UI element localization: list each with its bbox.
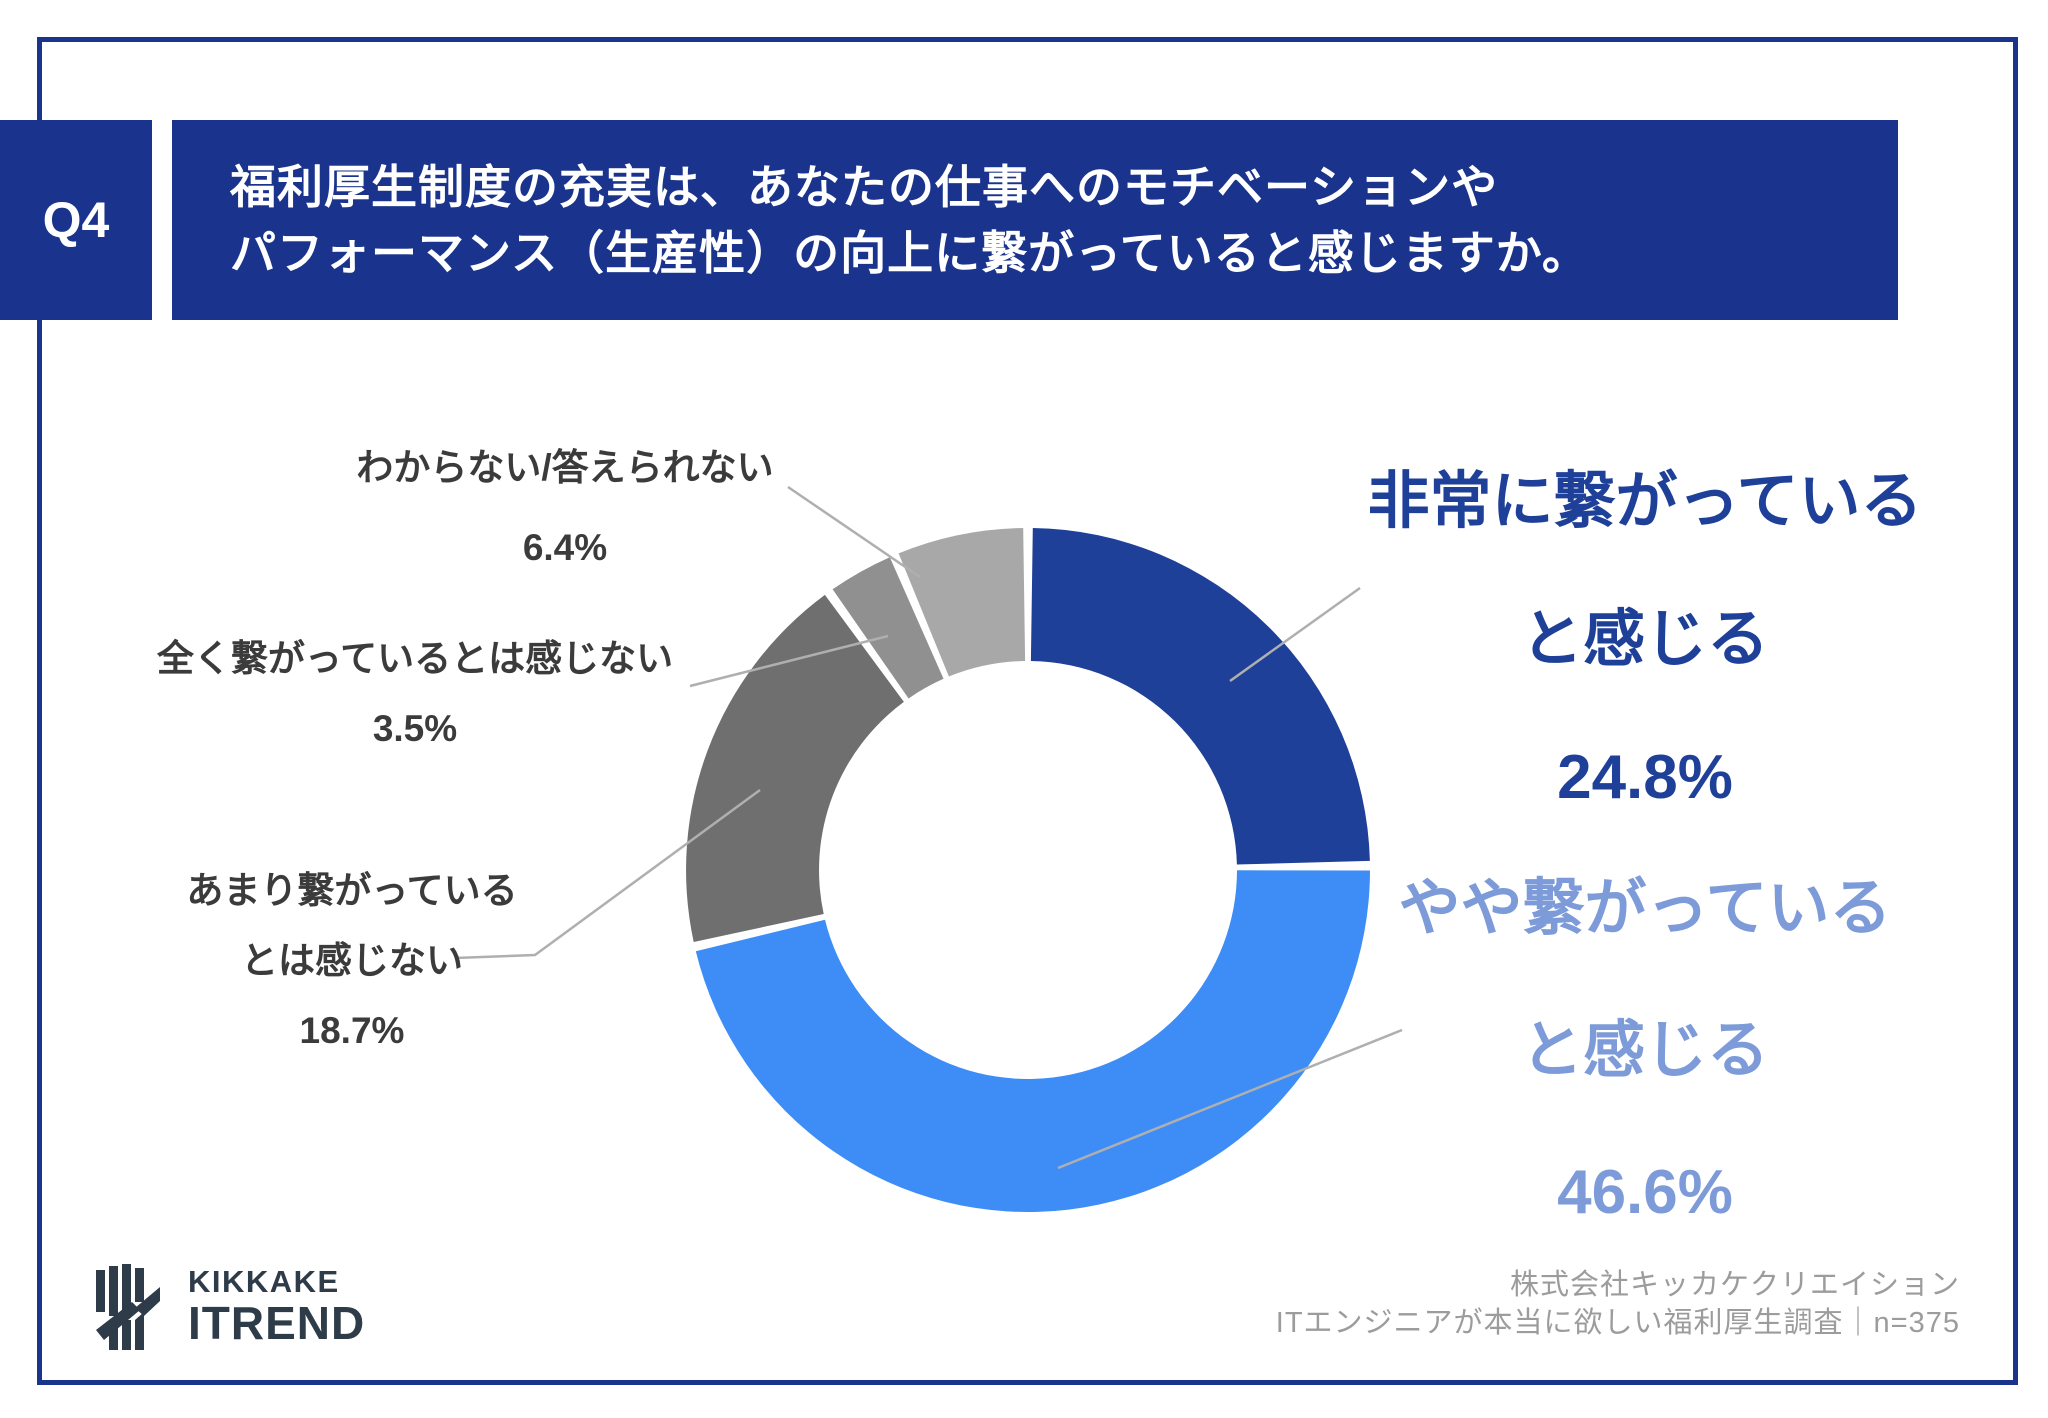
callout-unknown: わからない/答えられない 6.4% xyxy=(305,428,825,588)
credit-survey: ITエンジニアが本当に欲しい福利厚生調査｜n=375 xyxy=(1275,1307,1960,1339)
callout-not-at-all-pct: 3.5% xyxy=(372,708,458,749)
question-text-line1: 福利厚生制度の充実は、あなたの仕事へのモチベーションや xyxy=(230,161,1499,213)
logo-line1: KIKKAKE xyxy=(188,1264,340,1299)
callout-somewhat-line2: と感じる xyxy=(1520,1016,1769,1085)
callout-unknown-line1: わからない/答えられない xyxy=(356,447,774,488)
callout-not-much: あまり繋がっている とは感じない 18.7% xyxy=(142,856,562,1066)
callout-not-much-line2: とは感じない xyxy=(241,940,463,981)
page-frame-border xyxy=(37,37,2018,1385)
question-number: Q4 xyxy=(42,192,110,248)
question-header-bar: 福利厚生制度の充実は、あなたの仕事へのモチベーションや パフォーマンス（生産性）… xyxy=(172,120,1898,320)
callout-somewhat-pct: 46.6% xyxy=(1557,1158,1733,1227)
callout-very-connected: 非常に繋がっている と感じる 24.8% xyxy=(1325,433,1965,847)
kikkake-itrend-logo: KIKKAKE ITREND xyxy=(96,1264,365,1352)
callout-very-line2: と感じる xyxy=(1520,605,1769,674)
kikkake-itrend-logo-icon xyxy=(96,1264,160,1350)
callout-very-line1: 非常に繋がっている xyxy=(1367,467,1923,536)
callout-very-pct: 24.8% xyxy=(1557,743,1733,812)
question-text-line2: パフォーマンス（生産性）の向上に繋がっていると感じますか。 xyxy=(230,227,1589,279)
callout-unknown-pct: 6.4% xyxy=(522,527,608,568)
callout-somewhat-line1: やや繋がっている xyxy=(1398,874,1892,943)
logo-text: KIKKAKE ITREND xyxy=(188,1264,365,1346)
question-number-badge: Q4 xyxy=(0,120,152,320)
logo-line2: ITREND xyxy=(188,1297,366,1349)
callout-not-much-line1: あまり繋がっている xyxy=(186,870,518,911)
callout-somewhat-connected: やや繋がっている と感じる 46.6% xyxy=(1325,838,1965,1264)
survey-credit: 株式会社キッカケクリエイション ITエンジニアが本当に欲しい福利厚生調査｜n=3… xyxy=(1276,1266,1960,1342)
credit-company: 株式会社キッカケクリエイション xyxy=(1509,1269,1960,1301)
callout-not-at-all-line1: 全く繋がっているとは感じない xyxy=(156,638,674,679)
callout-not-much-pct: 18.7% xyxy=(299,1010,405,1051)
callout-not-at-all: 全く繋がっているとは感じない 3.5% xyxy=(125,624,705,764)
